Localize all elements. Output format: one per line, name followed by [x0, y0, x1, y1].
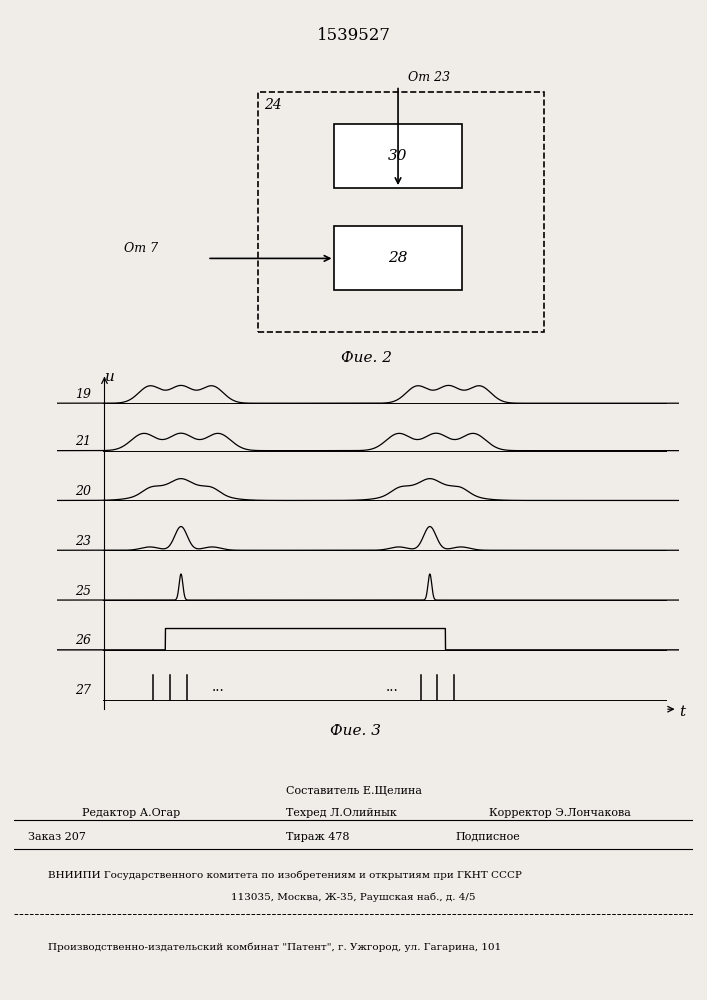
- Text: 23: 23: [75, 535, 90, 548]
- Bar: [334, 124, 462, 188]
- Text: 19: 19: [75, 388, 90, 401]
- Text: 26: 26: [75, 635, 90, 648]
- Text: t: t: [679, 705, 685, 719]
- Text: Производственно-издательский комбинат "Патент", г. Ужгород, ул. Гагарина, 101: Производственно-издательский комбинат "П…: [48, 942, 501, 952]
- Text: 21: 21: [75, 435, 90, 448]
- Text: ...: ...: [386, 680, 399, 694]
- Text: От 7: От 7: [124, 242, 158, 255]
- Text: u: u: [105, 370, 115, 384]
- Text: 27: 27: [75, 684, 90, 697]
- Text: ...: ...: [212, 680, 225, 694]
- Text: 25: 25: [75, 585, 90, 598]
- Text: Заказ 207: Заказ 207: [28, 832, 86, 842]
- Text: Тираж 478: Тираж 478: [286, 832, 349, 842]
- Text: Фие. 3: Фие. 3: [329, 724, 380, 738]
- Text: 28: 28: [388, 251, 408, 265]
- Text: 30: 30: [388, 149, 408, 163]
- Text: Составитель Е.Щелина: Составитель Е.Щелина: [286, 786, 421, 796]
- Text: 113035, Москва, Ж-35, Раушская наб., д. 4/5: 113035, Москва, Ж-35, Раушская наб., д. …: [231, 892, 476, 902]
- Text: От 23: От 23: [408, 71, 450, 84]
- Text: Корректор Э.Лончакова: Корректор Э.Лончакова: [489, 808, 631, 818]
- Text: Фие. 2: Фие. 2: [341, 351, 392, 365]
- Text: Техред Л.Олийнык: Техред Л.Олийнык: [286, 808, 397, 818]
- Text: 20: 20: [75, 485, 90, 498]
- Text: Редактор А.Огар: Редактор А.Огар: [82, 808, 180, 818]
- Bar: [258, 92, 544, 332]
- Text: 1539527: 1539527: [317, 26, 390, 43]
- Text: 24: 24: [264, 98, 282, 112]
- Text: Подписное: Подписное: [455, 832, 520, 842]
- Bar: [334, 226, 462, 290]
- Text: ВНИИПИ Государственного комитета по изобретениям и открытиям при ГКНТ СССР: ВНИИПИ Государственного комитета по изоб…: [48, 870, 522, 880]
